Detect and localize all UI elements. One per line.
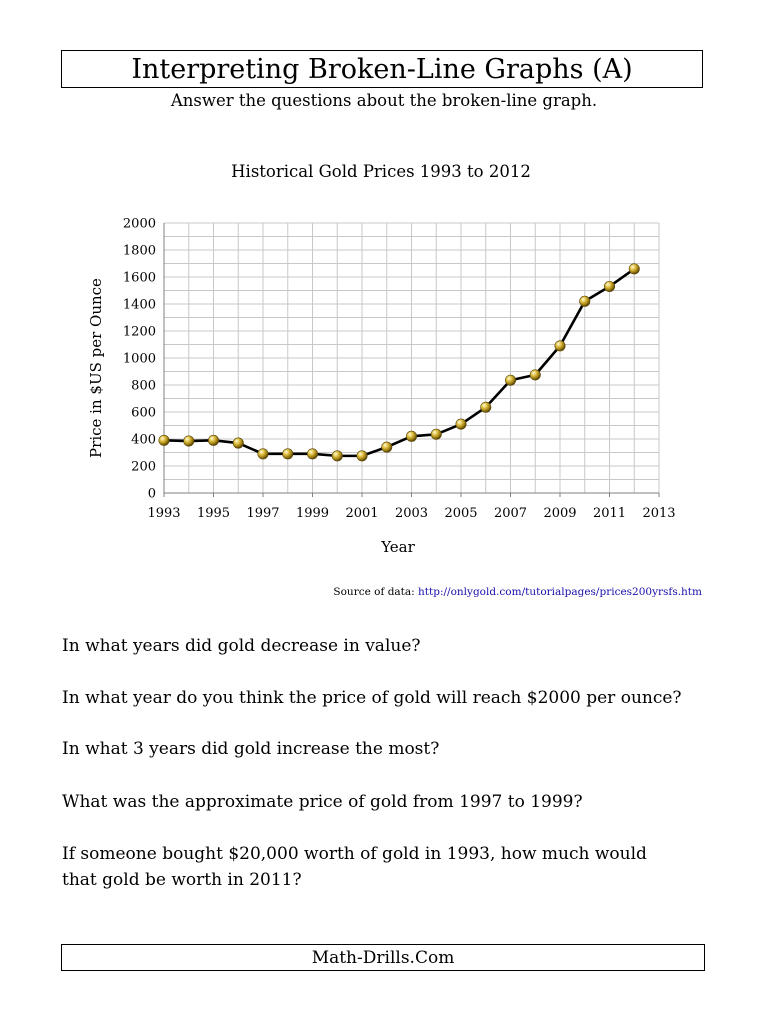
y-tick-label: 800: [131, 379, 156, 394]
y-tick-label: 1000: [123, 352, 156, 367]
y-tick-label: 1200: [123, 325, 156, 340]
x-tick-label: 2009: [543, 506, 576, 521]
y-tick-label: 0: [148, 487, 156, 502]
x-tick-label: 2013: [642, 506, 675, 521]
data-point: [603, 280, 615, 292]
data-point: [232, 437, 244, 449]
data-point: [430, 428, 442, 440]
data-point: [282, 448, 294, 460]
data-point: [306, 448, 318, 460]
y-tick-label: 2000: [123, 217, 156, 232]
x-tick-label: 2007: [494, 506, 527, 521]
y-tick-label: 200: [131, 460, 156, 475]
worksheet-title-box: Interpreting Broken-Line Graphs (A): [61, 50, 703, 88]
y-tick-label: 1400: [123, 298, 156, 313]
data-source: Source of data: http://onlygold.com/tuto…: [333, 586, 702, 598]
worksheet-title: Interpreting Broken-Line Graphs (A): [131, 53, 633, 85]
gold-price-chart: Historical Gold Prices 1993 to 2012 0 200…: [87, 162, 676, 556]
x-tick-label: 1999: [296, 506, 329, 521]
question-5-line-1: If someone bought $20,000 worth of gold …: [62, 844, 647, 864]
x-tick-label: 1997: [246, 506, 279, 521]
y-tick-label: 1600: [123, 271, 156, 286]
x-axis-label: Year: [380, 538, 415, 556]
footer-box: Math-Drills.Com: [61, 944, 705, 971]
chart-title: Historical Gold Prices 1993 to 2012: [231, 162, 531, 181]
data-point: [381, 441, 393, 453]
question-2: In what year do you think the price of g…: [62, 688, 682, 708]
data-point: [158, 434, 170, 446]
y-tick-label: 400: [131, 433, 156, 448]
chart-gridlines: [163, 222, 660, 494]
x-tick-label: 2011: [593, 506, 626, 521]
data-point: [183, 435, 195, 447]
footer-text: Math-Drills.Com: [311, 947, 455, 968]
y-tick-label: 1800: [123, 244, 156, 259]
x-axis-ticks: 1993 1995 1997 1999 2001 2003 2005 2007 2009 2011…: [147, 493, 676, 521]
x-tick-label: 1995: [197, 506, 230, 521]
x-tick-label: 2005: [444, 506, 477, 521]
series-line: [163, 267, 636, 458]
data-point: [480, 401, 492, 413]
question-3: In what 3 years did gold increase the mo…: [62, 739, 440, 759]
data-point: [554, 340, 566, 352]
price-line: [163, 267, 636, 458]
data-point: [504, 374, 516, 386]
y-tick-label: 600: [131, 406, 156, 421]
data-point: [405, 430, 417, 442]
question-1: In what years did gold decrease in value…: [62, 636, 421, 656]
x-tick-label: 2003: [395, 506, 428, 521]
question-4: What was the approximate price of gold f…: [62, 792, 583, 812]
data-point: [455, 418, 467, 430]
source-label: Source of data:: [333, 586, 415, 598]
worksheet-instructions: Answer the questions about the broken-li…: [170, 91, 598, 110]
data-point: [257, 448, 269, 460]
x-tick-label: 2001: [345, 506, 378, 521]
price-points: [158, 263, 640, 462]
data-point: [529, 369, 541, 381]
y-axis-ticks: 0 200 400 600 800 1000 1200 1400 1600 1800 2000: [123, 217, 156, 502]
data-point: [331, 450, 343, 462]
question-5-line-2: that gold be worth in 2011?: [62, 870, 302, 890]
data-point: [208, 434, 220, 446]
data-point: [579, 295, 591, 307]
y-axis-label: Price in $US per Ounce: [87, 278, 105, 458]
x-tick-label: 1993: [147, 506, 180, 521]
source-link[interactable]: http://onlygold.com/tutorialpages/prices…: [418, 586, 702, 598]
data-point: [356, 450, 368, 462]
data-point: [628, 263, 640, 275]
